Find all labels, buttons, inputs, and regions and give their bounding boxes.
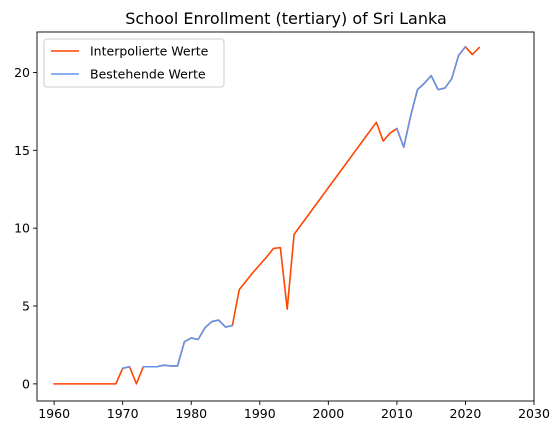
y-tick-label: 0 [22,376,30,391]
plot-area [37,32,534,401]
legend-label-1: Bestehende Werte [90,67,206,82]
x-tick-label: 2020 [450,406,482,421]
y-tick-label: 20 [14,65,30,80]
x-tick-label: 1980 [175,406,207,421]
legend-label-0: Interpolierte Werte [90,44,209,59]
x-tick-label: 2010 [381,406,413,421]
axes-frame [36,31,535,402]
x-tick-label: 1960 [38,406,70,421]
axes-layer: 1960 1970 1980 1990 2000 2010 2020 2030 0 5 10 15 20 [14,31,550,421]
x-tick-label: 2030 [518,406,550,421]
series-line-1 [121,45,467,370]
x-tick-label: 1970 [107,406,139,421]
y-tick-label: 10 [14,221,30,236]
chart-title: School Enrollment (tertiary) of Sri Lank… [125,9,447,28]
legend-box [43,38,225,88]
x-tick-label: 2000 [312,406,344,421]
x-tick-label: 1990 [244,406,276,421]
legend: Interpolierte Werte Bestehende Werte [43,38,225,88]
y-tick-label: 15 [14,143,30,158]
series-layer [53,45,481,385]
y-tick-label: 5 [22,299,30,314]
